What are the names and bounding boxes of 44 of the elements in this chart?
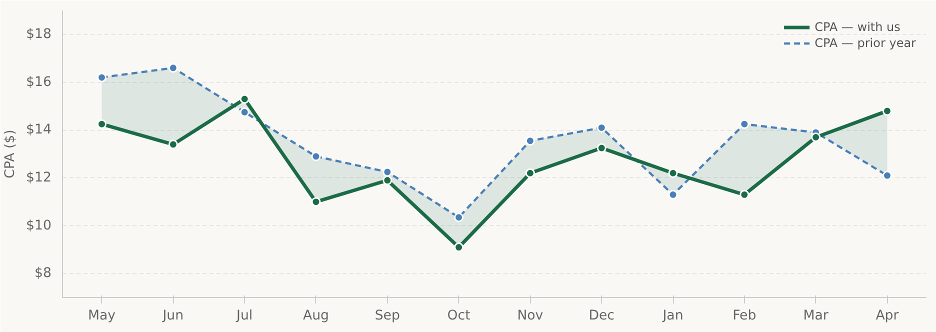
legend-label: CPA — with us — [814, 20, 900, 34]
y-tick-label: $10 — [26, 218, 52, 234]
x-tick-label: May — [88, 308, 116, 324]
y-tick-label: $16 — [26, 74, 52, 90]
x-tick-label: Nov — [517, 308, 544, 324]
point — [454, 242, 464, 252]
point — [311, 197, 321, 207]
point — [740, 190, 750, 200]
point — [740, 119, 750, 129]
x-tick-label: Aug — [302, 308, 330, 324]
y-tick-label: $18 — [26, 26, 52, 42]
point — [596, 143, 606, 153]
x-tick-label: Jun — [162, 308, 184, 324]
x-tick-label: Sep — [374, 308, 400, 324]
y-tick-label: $14 — [26, 122, 52, 138]
point — [168, 63, 178, 73]
point — [668, 190, 678, 200]
y-axis-title: CPA ($) — [3, 130, 18, 178]
point — [240, 107, 250, 117]
point — [668, 168, 678, 178]
x-tick-label: Dec — [588, 308, 615, 324]
point — [811, 132, 821, 142]
point — [240, 94, 250, 104]
point — [168, 140, 178, 150]
point — [311, 152, 321, 162]
x-tick-label: Oct — [447, 308, 470, 324]
x-tick-label: Feb — [732, 308, 756, 324]
x-tick-label: Mar — [803, 308, 829, 324]
point — [882, 106, 892, 116]
y-tick-label: $12 — [26, 170, 52, 186]
point — [382, 167, 392, 177]
point — [454, 212, 464, 222]
point — [382, 176, 392, 186]
x-tick-label: Jan — [662, 308, 684, 324]
point — [97, 119, 107, 129]
x-tick-label: Jul — [236, 308, 253, 324]
legend-label: CPA — prior year — [814, 36, 916, 50]
point — [97, 72, 107, 82]
y-tick-label: $8 — [34, 266, 52, 282]
point — [882, 170, 892, 180]
point — [525, 136, 535, 146]
point — [596, 122, 606, 132]
point — [525, 168, 535, 178]
x-tick-label: Apr — [876, 308, 900, 324]
